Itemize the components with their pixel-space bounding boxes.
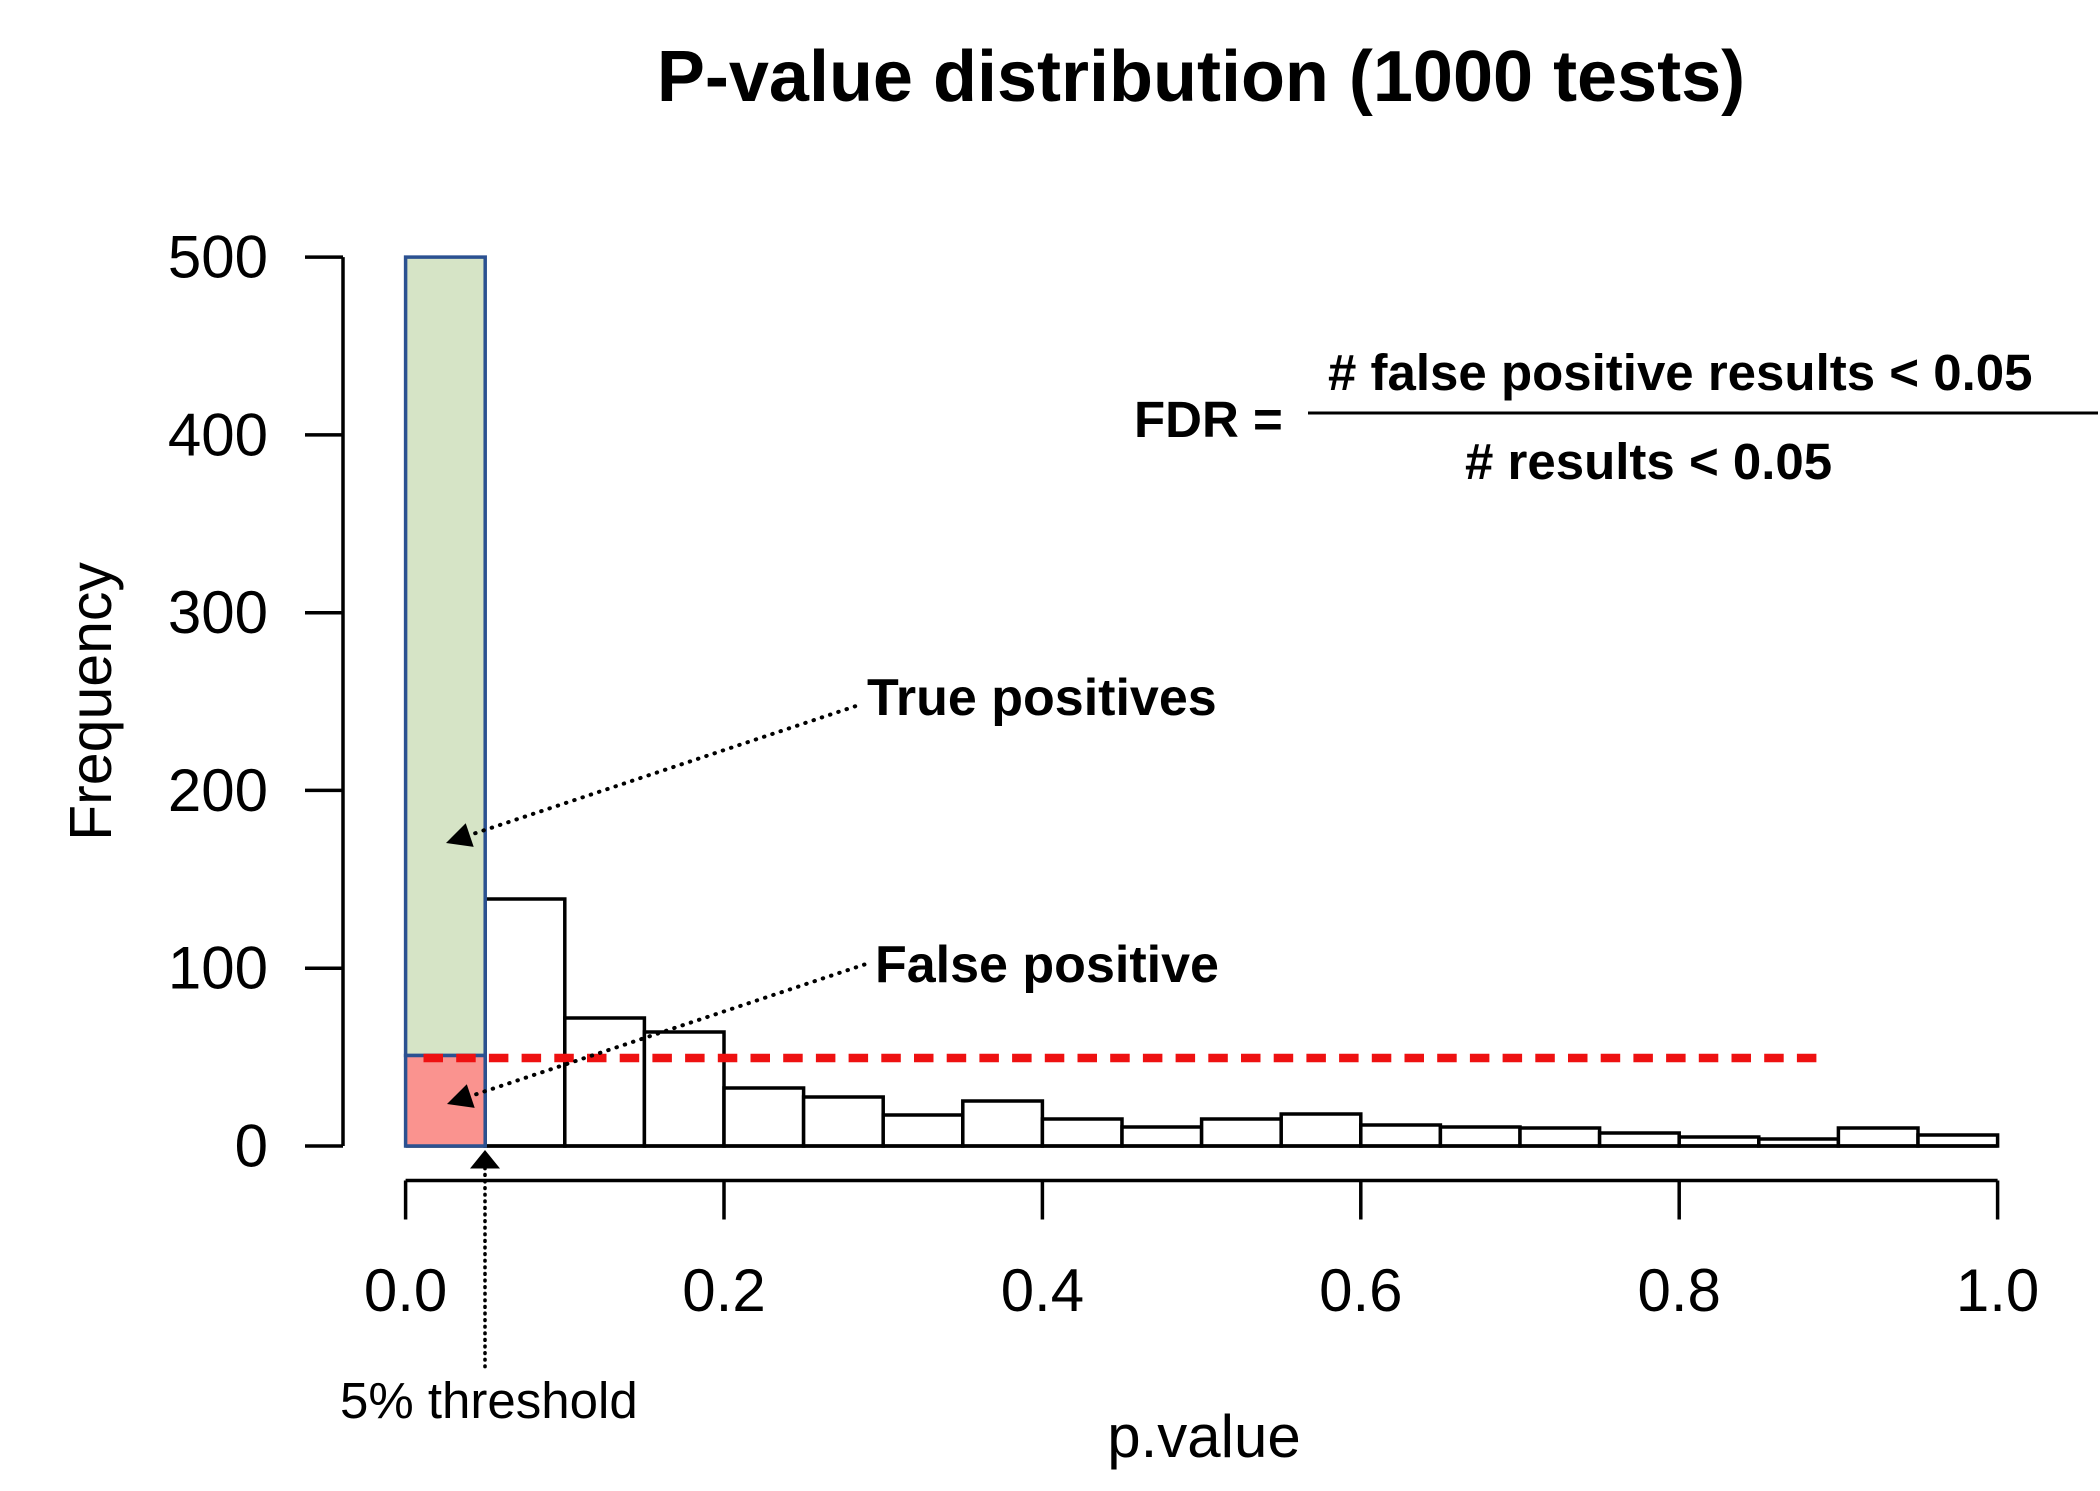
svg-text:FDR =: FDR =	[1134, 391, 1283, 448]
svg-text:0.2: 0.2	[682, 1257, 765, 1324]
svg-text:0.8: 0.8	[1637, 1257, 1720, 1324]
svg-text:0.0: 0.0	[364, 1257, 447, 1324]
svg-text:500: 500	[168, 224, 268, 291]
svg-text:0.6: 0.6	[1319, 1257, 1402, 1324]
svg-text:P-value distribution (1000 tes: P-value distribution (1000 tests)	[657, 37, 1745, 117]
svg-text:100: 100	[168, 935, 268, 1002]
svg-text:# results < 0.05: # results < 0.05	[1465, 433, 1832, 490]
svg-text:1.0: 1.0	[1956, 1257, 2039, 1324]
svg-text:# false positive results < 0.0: # false positive results < 0.05	[1328, 344, 2032, 401]
svg-text:True positives: True positives	[867, 669, 1217, 727]
svg-text:Frequency: Frequency	[58, 562, 124, 841]
svg-text:300: 300	[168, 579, 268, 646]
svg-text:0.4: 0.4	[1001, 1257, 1084, 1324]
svg-text:False positive: False positive	[875, 936, 1219, 994]
svg-text:5% threshold: 5% threshold	[340, 1372, 638, 1429]
svg-text:200: 200	[168, 757, 268, 824]
svg-text:p.value: p.value	[1107, 1403, 1300, 1470]
svg-text:400: 400	[168, 401, 268, 468]
svg-text:0: 0	[235, 1113, 268, 1180]
